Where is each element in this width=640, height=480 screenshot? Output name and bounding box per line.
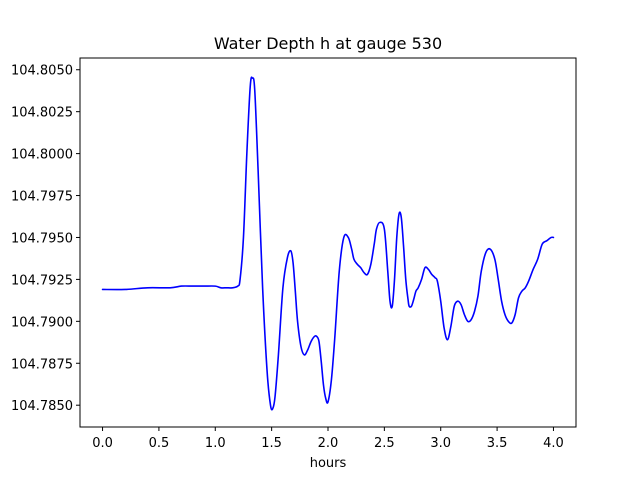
plot-frame <box>79 57 577 428</box>
y-tick-label: 104.7875 <box>11 357 73 372</box>
x-tick-label: 3.5 <box>487 436 508 451</box>
y-tick-label: 104.7975 <box>11 190 73 205</box>
chart-title: Water Depth h at gauge 530 <box>214 34 442 53</box>
x-axis-label: hours <box>310 456 347 471</box>
x-tick-label: 0.5 <box>149 436 170 451</box>
x-tick-label: 1.5 <box>261 436 282 451</box>
y-tick-label: 104.7950 <box>11 231 73 246</box>
plot-area <box>80 58 576 427</box>
y-tick-label: 104.8050 <box>11 64 73 79</box>
x-tick-label: 3.0 <box>430 436 451 451</box>
y-tick-label: 104.7900 <box>11 315 73 330</box>
x-tick-label: 2.5 <box>374 436 395 451</box>
y-tick-label: 104.8025 <box>11 106 73 121</box>
x-axis-ticks: 0.0 0.5 1.0 1.5 2.0 2.5 3.0 3.5 4.0 <box>92 427 564 451</box>
x-tick-label: 4.0 <box>543 436 564 451</box>
series-line-0 <box>101 76 555 411</box>
y-tick-label: 104.7925 <box>11 273 73 288</box>
x-tick-label: 2.0 <box>318 436 339 451</box>
y-tick-label: 104.7850 <box>11 399 73 414</box>
y-axis-ticks: 104.7850 104.7875 104.7900 104.7925 104.7950… <box>11 64 80 414</box>
y-tick-label: 104.8000 <box>11 148 73 163</box>
x-tick-label: 1.0 <box>205 436 226 451</box>
x-tick-label: 0.0 <box>92 436 113 451</box>
series-layer <box>101 76 555 411</box>
